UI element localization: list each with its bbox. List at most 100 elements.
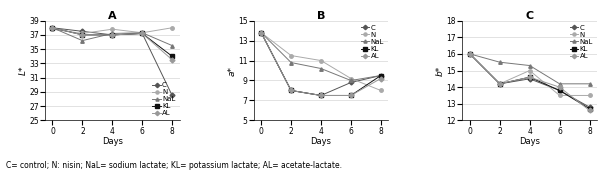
N: [257, 32, 265, 34]
Line: N: N: [259, 31, 383, 92]
AL: [526, 76, 533, 78]
KL: [79, 34, 86, 36]
KL: [139, 33, 146, 35]
NaL: [79, 40, 86, 42]
NaL: [347, 79, 355, 82]
N: [496, 83, 503, 85]
Title: B: B: [317, 11, 325, 21]
C: [586, 106, 593, 108]
N: [317, 60, 325, 62]
C: [169, 94, 176, 96]
AL: [556, 86, 563, 88]
KL: [169, 55, 176, 57]
KL: [317, 94, 325, 96]
N: [586, 94, 593, 96]
Line: C: C: [259, 31, 383, 97]
AL: [257, 32, 265, 34]
AL: [109, 34, 116, 36]
Title: C: C: [526, 11, 534, 21]
KL: [377, 74, 385, 77]
NaL: [556, 83, 563, 85]
Y-axis label: a*: a*: [227, 66, 236, 76]
C: [49, 27, 56, 29]
AL: [139, 33, 146, 35]
Y-axis label: b*: b*: [436, 65, 445, 76]
AL: [586, 109, 593, 111]
KL: [466, 53, 473, 55]
N: [287, 55, 295, 57]
Line: KL: KL: [259, 31, 383, 97]
N: [49, 28, 56, 30]
NaL: [317, 67, 325, 69]
NaL: [287, 62, 295, 64]
C: [109, 34, 116, 36]
AL: [49, 27, 56, 29]
KL: [496, 83, 503, 85]
AL: [466, 53, 473, 55]
Line: C: C: [51, 26, 174, 97]
NaL: [49, 27, 56, 29]
N: [347, 77, 355, 79]
N: [466, 53, 473, 55]
Text: C= control; N: nisin; NaL= sodium lactate; KL= potassium lactate; AL= acetate-la: C= control; N: nisin; NaL= sodium lactat…: [6, 161, 342, 170]
Line: NaL: NaL: [468, 52, 591, 85]
N: [139, 32, 146, 34]
C: [79, 30, 86, 32]
C: [377, 74, 385, 77]
Legend: C, N, NaL, KL, AL: C, N, NaL, KL, AL: [569, 24, 593, 60]
X-axis label: Days: Days: [519, 137, 540, 146]
C: [496, 83, 503, 85]
Legend: C, N, NaL, KL, AL: C, N, NaL, KL, AL: [361, 24, 385, 60]
NaL: [109, 33, 116, 35]
Line: KL: KL: [468, 52, 591, 110]
C: [257, 32, 265, 34]
AL: [287, 89, 295, 92]
KL: [586, 108, 593, 110]
NaL: [526, 64, 533, 67]
N: [169, 27, 176, 29]
AL: [317, 94, 325, 96]
C: [556, 89, 563, 92]
NaL: [377, 74, 385, 77]
KL: [257, 32, 265, 34]
Line: C: C: [468, 52, 591, 109]
C: [287, 89, 295, 92]
AL: [169, 59, 176, 61]
X-axis label: Days: Days: [102, 137, 123, 146]
KL: [109, 34, 116, 36]
C: [317, 94, 325, 96]
N: [377, 89, 385, 92]
Legend: C, N, NaL, KL, AL: C, N, NaL, KL, AL: [152, 81, 176, 117]
Line: NaL: NaL: [51, 26, 174, 47]
NaL: [139, 32, 146, 34]
NaL: [496, 61, 503, 63]
Line: AL: AL: [51, 26, 174, 62]
N: [79, 33, 86, 35]
AL: [79, 34, 86, 36]
X-axis label: Days: Days: [311, 137, 332, 146]
Line: AL: AL: [259, 31, 383, 97]
NaL: [586, 83, 593, 85]
NaL: [257, 32, 265, 34]
Line: N: N: [51, 26, 174, 35]
N: [526, 69, 533, 72]
C: [466, 53, 473, 55]
AL: [347, 94, 355, 96]
N: [109, 28, 116, 30]
KL: [287, 89, 295, 92]
NaL: [169, 45, 176, 47]
Title: A: A: [108, 11, 116, 21]
KL: [556, 89, 563, 92]
AL: [496, 83, 503, 85]
Line: NaL: NaL: [259, 31, 383, 82]
N: [556, 94, 563, 96]
Line: AL: AL: [468, 52, 591, 112]
KL: [49, 27, 56, 29]
Line: KL: KL: [51, 26, 174, 58]
AL: [377, 77, 385, 79]
KL: [526, 76, 533, 78]
C: [139, 33, 146, 35]
Y-axis label: L*: L*: [19, 66, 28, 75]
Line: N: N: [468, 52, 591, 97]
C: [347, 82, 355, 84]
